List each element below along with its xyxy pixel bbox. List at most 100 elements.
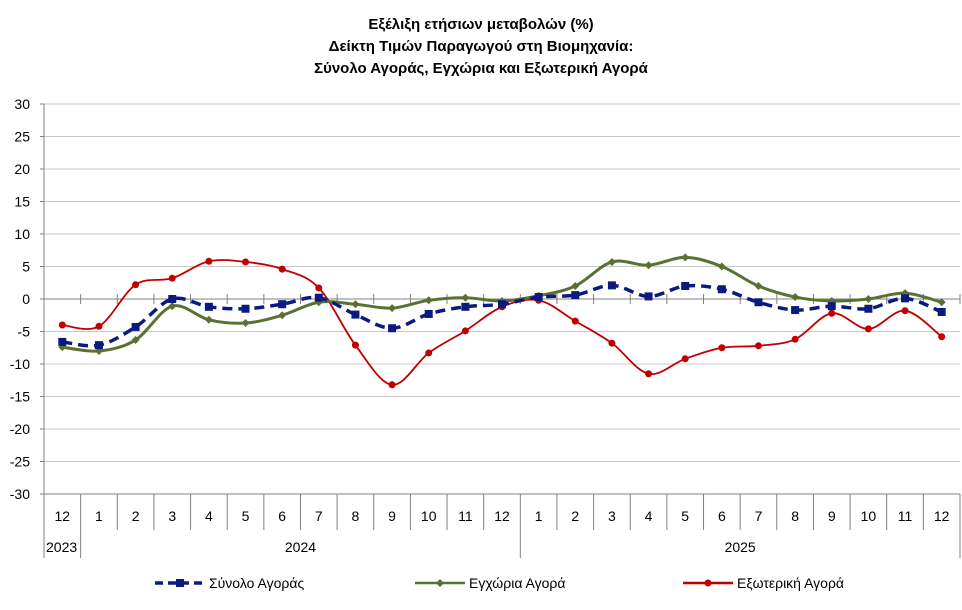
x-tick-label: 2: [571, 508, 579, 524]
data-point-circle: [828, 309, 836, 317]
data-point-diamond: [571, 282, 580, 290]
data-point-diamond: [241, 319, 250, 328]
x-tick-label: 8: [791, 508, 799, 524]
data-point-circle: [938, 333, 946, 341]
data-point-diamond: [717, 262, 726, 271]
data-point-square: [534, 293, 543, 302]
legend-item: Εγχώρια Αγορά: [415, 575, 565, 591]
y-tick-label: 5: [22, 259, 30, 275]
data-point-circle: [132, 281, 140, 289]
data-point-circle: [278, 265, 286, 273]
data-point-diamond: [864, 295, 873, 303]
x-tick-label: 4: [645, 508, 653, 524]
data-point-square: [681, 282, 690, 290]
data-point-diamond: [791, 293, 800, 302]
data-point-circle: [681, 355, 689, 363]
x-tick-label: 11: [458, 508, 473, 524]
data-point-circle: [754, 342, 762, 350]
data-point-square: [717, 285, 726, 294]
data-point-diamond: [461, 293, 470, 302]
data-point-diamond: [388, 304, 397, 313]
x-tick-label: 4: [205, 508, 213, 524]
data-point-circle: [608, 339, 616, 347]
data-point-square: [351, 310, 360, 319]
year-label: 2023: [46, 539, 77, 555]
year-label: 2024: [285, 539, 316, 555]
y-tick-label: 10: [14, 226, 30, 242]
data-point-circle: [718, 344, 726, 352]
data-point-diamond: [204, 315, 213, 324]
y-tick-label: -25: [10, 454, 30, 470]
legend-item: Σύνολο Αγοράς: [155, 575, 304, 591]
legend-label: Εγχώρια Αγορά: [469, 575, 565, 591]
data-point-diamond: [168, 302, 177, 311]
x-tick-label: 7: [315, 508, 323, 524]
x-tick-label: 12: [55, 508, 71, 524]
data-point-square: [754, 298, 763, 307]
data-point-square: [131, 322, 140, 331]
x-tick-label: 6: [278, 508, 286, 524]
data-point-diamond: [131, 335, 140, 344]
data-point-diamond: [681, 253, 690, 262]
data-point-square: [424, 309, 433, 318]
data-point-square: [644, 292, 653, 301]
series-2: [58, 257, 946, 389]
data-point-circle: [864, 325, 872, 333]
series-line: [62, 259, 943, 386]
data-point-circle: [58, 321, 66, 329]
y-tick-label: -15: [10, 389, 30, 405]
data-point-diamond: [607, 257, 616, 266]
data-point-circle: [461, 327, 469, 335]
data-point-square: [204, 302, 213, 311]
x-tick-label: 8: [352, 508, 360, 524]
y-tick-label: -10: [10, 356, 30, 372]
data-point-square: [791, 306, 800, 315]
data-point-circle: [242, 258, 250, 266]
data-point-diamond: [644, 261, 653, 270]
data-point-square: [461, 302, 470, 311]
data-point-square: [827, 302, 836, 311]
x-tick-label: 7: [755, 508, 763, 524]
data-point-square: [498, 300, 506, 309]
data-point-square: [94, 341, 103, 350]
y-tick-label: 20: [14, 161, 30, 177]
data-point-square: [607, 281, 616, 290]
data-point-circle: [791, 335, 799, 343]
y-tick-label: 30: [14, 96, 30, 112]
data-point-square: [168, 295, 177, 303]
x-tick-label: 5: [681, 508, 689, 524]
data-point-diamond: [424, 296, 433, 305]
data-point-circle: [351, 341, 359, 349]
data-point-square: [314, 293, 323, 302]
x-tick-label: 1: [535, 508, 543, 524]
y-tick-label: -30: [10, 486, 30, 502]
title-line-2: Δείκτη Τιμών Παραγωγού στη Βιομηχανία:: [328, 38, 634, 55]
x-tick-label: 6: [718, 508, 726, 524]
x-tick-label: 2: [132, 508, 140, 524]
data-point-circle: [205, 257, 213, 265]
series-line: [62, 283, 943, 348]
data-point-diamond: [278, 311, 287, 320]
series-0: [58, 281, 946, 350]
data-point-square: [864, 304, 873, 313]
y-tick-label: 15: [14, 194, 30, 210]
x-tick-label: 1: [95, 508, 103, 524]
data-point-circle: [645, 370, 653, 378]
data-point-square: [388, 324, 397, 333]
data-point-circle: [704, 579, 712, 587]
x-tick-label: 11: [898, 508, 913, 524]
x-tick-label: 10: [861, 508, 877, 524]
legend-label: Σύνολο Αγοράς: [209, 575, 304, 591]
y-tick-label: 25: [14, 129, 30, 145]
legend-item: Εξωτερική Αγορά: [683, 575, 844, 591]
x-tick-label: 3: [608, 508, 616, 524]
data-point-square: [901, 294, 910, 303]
data-point-diamond: [436, 579, 444, 587]
x-tick-label: 3: [168, 508, 176, 524]
y-tick-label: -5: [18, 324, 31, 340]
data-point-square: [176, 579, 184, 587]
data-point-circle: [425, 349, 433, 357]
x-tick-label: 10: [421, 508, 437, 524]
data-point-square: [571, 291, 580, 300]
